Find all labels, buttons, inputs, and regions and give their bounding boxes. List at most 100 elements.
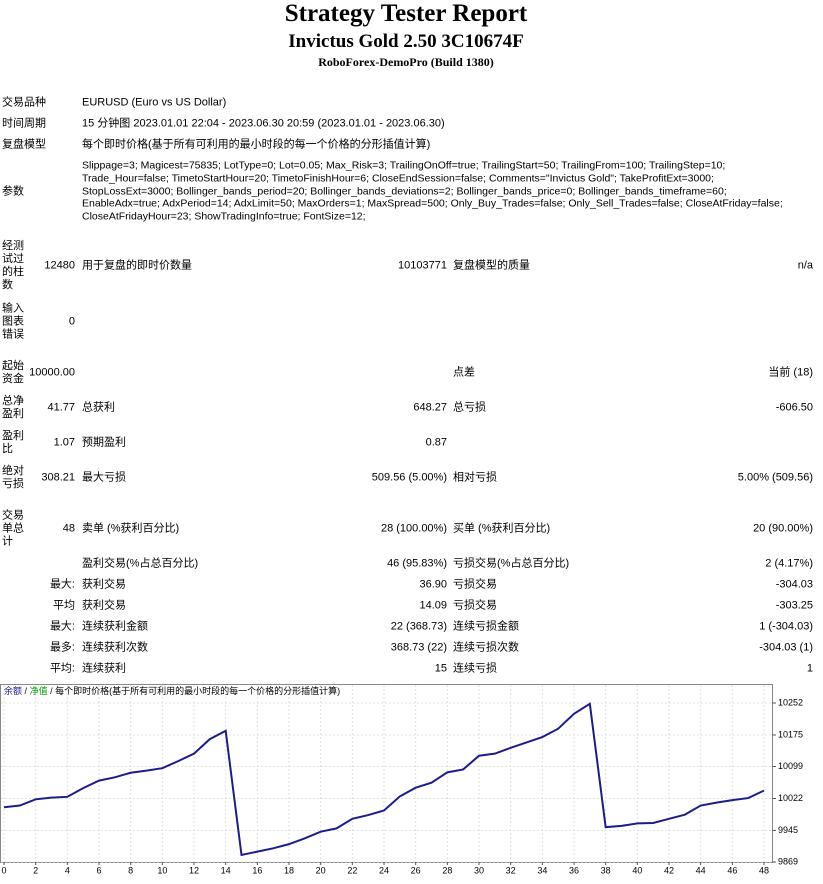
y-tick-label: 10175 (778, 729, 803, 739)
stat-num: 41.77 (47, 401, 75, 414)
stat-v1: 46 (95.83%) (387, 557, 447, 570)
stat-v2: -606.50 (775, 401, 813, 414)
stat-v1: 648.27 (413, 401, 447, 414)
parameters-line: Trade_Hour=false; TimetoStartHour=20; Ti… (82, 172, 714, 185)
stat-v2: n/a (797, 259, 813, 272)
stat-head: 绝对亏损 (2, 465, 24, 490)
stat-v2: -304.03 (775, 578, 813, 591)
stat-v1: 36.90 (419, 578, 447, 591)
info-label: 时间周期 (2, 117, 46, 130)
x-tick-label: 48 (759, 865, 769, 875)
stat-v2: -303.25 (775, 599, 813, 612)
info-value: 每个即时价格(基于所有可利用的最小时段的每一个价格的分形插值计算) (82, 138, 431, 151)
x-tick-label: 44 (696, 865, 706, 875)
stat-num: 最大: (49, 578, 75, 591)
y-tick-label: 10022 (778, 793, 803, 803)
stat-v1: 14.09 (419, 599, 447, 612)
stat-v2: 当前 (18) (768, 366, 813, 379)
chart-frame (0, 684, 773, 863)
stat-k1: 连续获利金额 (82, 620, 148, 633)
stat-k2: 连续亏损次数 (453, 641, 519, 654)
parameters-line: Slippage=3; Magicest=75835; LotType=0; L… (82, 159, 726, 172)
stat-k2: 买单 (%获利百分比) (453, 522, 551, 535)
stat-k2: 亏损交易 (453, 578, 497, 591)
stat-v1: 10103771 (398, 259, 447, 272)
stat-v1: 0.87 (425, 436, 447, 449)
info-value: 15 分钟图 2023.01.01 22:04 - 2023.06.30 20:… (82, 117, 445, 130)
y-tick-label: 10099 (778, 761, 803, 771)
x-tick-label: 42 (664, 865, 674, 875)
y-tick-label: 9945 (778, 825, 798, 835)
x-tick-label: 0 (1, 865, 6, 875)
info-label: 复盘模型 (2, 138, 46, 151)
x-tick-label: 14 (221, 865, 231, 875)
stat-num: 0 (68, 315, 75, 328)
x-tick-label: 2 (33, 865, 38, 875)
report-subtitle: Invictus Gold 2.50 3C10674F (288, 31, 524, 52)
stat-v1: 15 (434, 662, 447, 675)
stat-v2: 20 (90.00%) (753, 522, 813, 535)
legend-model: 每个即时价格(基于所有可利用的最小时段的每一个价格的分形插值计算) (55, 685, 340, 696)
stat-head: 经测试过的柱数 (2, 240, 24, 291)
stat-v2: 1 (806, 662, 813, 675)
x-tick-label: 26 (411, 865, 421, 875)
x-tick-label: 38 (601, 865, 611, 875)
stat-num: 平均 (53, 599, 75, 612)
x-tick-label: 16 (252, 865, 262, 875)
stat-v2: -304.03 (1) (759, 641, 813, 654)
stat-k1: 总获利 (82, 401, 115, 414)
stat-num: 平均: (49, 662, 75, 675)
y-tick-label: 10252 (778, 697, 803, 707)
x-tick-label: 20 (316, 865, 326, 875)
x-tick-label: 30 (474, 865, 484, 875)
stat-k2: 亏损交易(%占总百分比) (453, 557, 570, 570)
x-tick-label: 18 (284, 865, 294, 875)
stat-v2: 2 (4.17%) (765, 557, 813, 570)
stat-k2: 亏损交易 (453, 599, 497, 612)
stat-k1: 连续获利次数 (82, 641, 148, 654)
x-tick-label: 34 (537, 865, 547, 875)
stat-head: 交易单总计 (2, 509, 24, 548)
stat-k1: 获利交易 (82, 578, 126, 591)
x-tick-label: 46 (727, 865, 737, 875)
parameters-line: StopLossExt=3000; Bollinger_bands_period… (82, 185, 727, 198)
chart-legend: 余额 / 净值 / 每个即时价格(基于所有可利用的最小时段的每一个价格的分形插值… (4, 685, 340, 696)
y-tick-label: 9869 (778, 856, 798, 866)
stat-num: 最多: (49, 641, 75, 654)
legend-balance: 余额 (4, 685, 22, 696)
stat-k1: 获利交易 (82, 599, 126, 612)
stat-num: 12480 (44, 259, 75, 272)
stat-k2: 相对亏损 (453, 471, 497, 484)
stat-v1: 509.56 (5.00%) (371, 471, 447, 484)
x-tick-label: 22 (347, 865, 357, 875)
stat-head: 起始资金 (2, 360, 24, 385)
x-tick-label: 36 (569, 865, 579, 875)
stat-k1: 用于复盘的即时价数量 (82, 259, 192, 272)
x-tick-label: 4 (65, 865, 70, 875)
stat-num: 10000.00 (29, 366, 75, 379)
stat-v2: 1 (-304.03) (759, 620, 813, 633)
x-tick-label: 10 (157, 865, 167, 875)
stat-v2: 5.00% (509.56) (737, 471, 813, 484)
stat-k2: 点差 (453, 366, 475, 379)
info-label: 交易品种 (2, 96, 46, 109)
stat-num: 48 (62, 522, 75, 535)
legend-equity: 净值 (30, 685, 48, 696)
x-tick-label: 40 (632, 865, 642, 875)
stat-k2: 连续亏损 (453, 662, 497, 675)
parameters-line: CloseAtFridayHour=23; ShowTradingInfo=tr… (82, 210, 366, 223)
stat-num: 1.07 (53, 436, 75, 449)
stat-k2: 连续亏损金额 (453, 620, 519, 633)
stat-k1: 连续获利 (82, 662, 126, 675)
x-tick-label: 6 (96, 865, 101, 875)
stat-k1: 盈利交易(%占总百分比) (82, 557, 199, 570)
stat-k1: 预期盈利 (82, 436, 126, 449)
stat-head: 输入图表错误 (2, 302, 24, 341)
stat-num: 308.21 (41, 471, 75, 484)
x-tick-label: 12 (189, 865, 199, 875)
stat-k1: 最大亏损 (82, 471, 126, 484)
legend-separator: / (50, 686, 53, 696)
legend-separator: / (25, 686, 28, 696)
